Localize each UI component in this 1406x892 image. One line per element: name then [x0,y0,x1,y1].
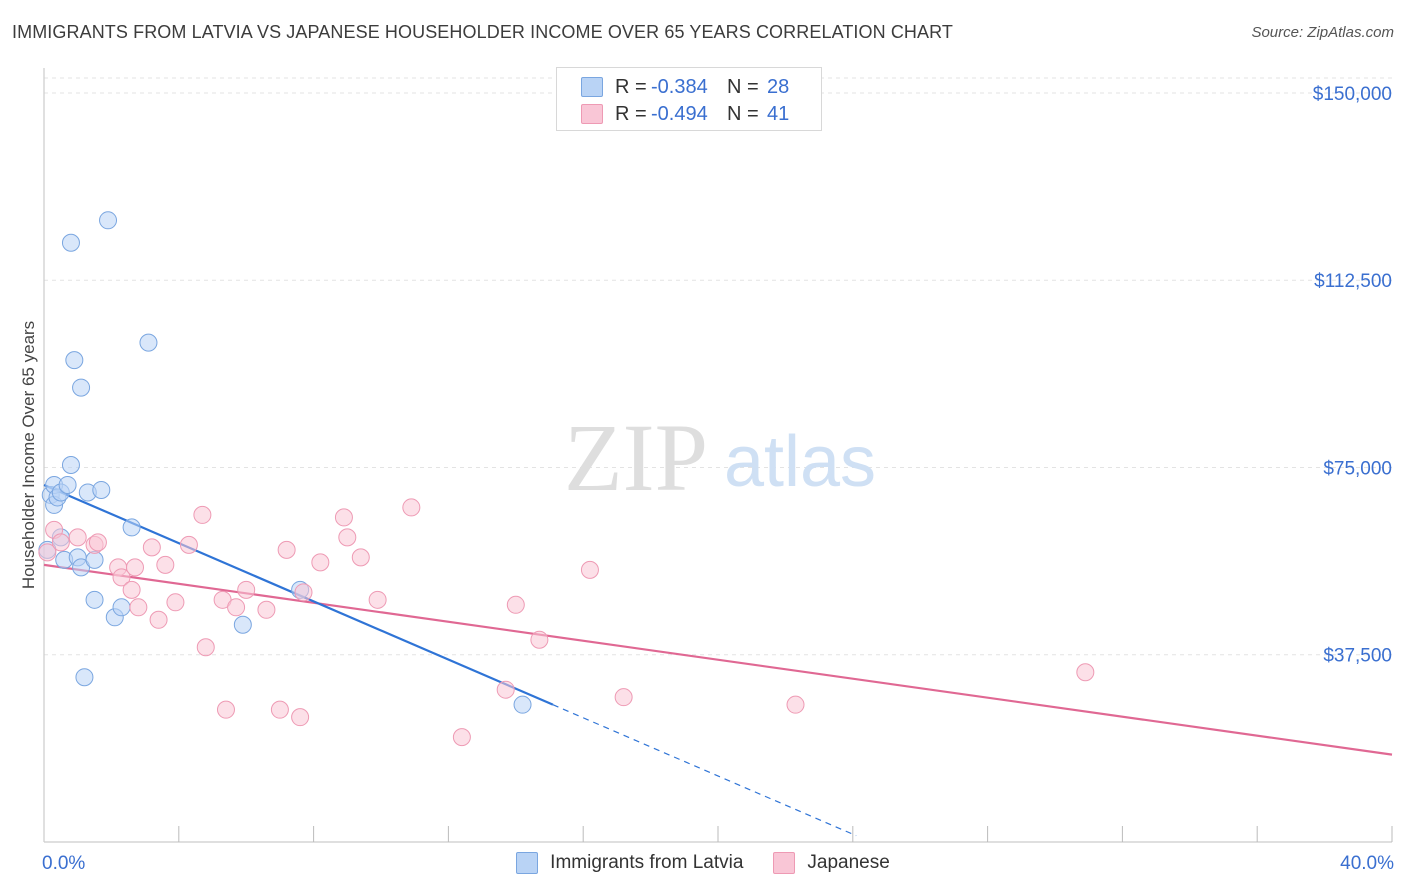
r-label: R = [615,75,647,98]
legend-row-latvia: R = -0.384 N = 28 [581,74,789,100]
source-label: Source: ZipAtlas.com [1251,24,1394,41]
japanese-point [193,505,212,524]
latvia-point [85,550,104,569]
latvia-point [65,351,84,370]
latvia-point [61,233,80,252]
japanese-point [142,538,161,557]
n-label: N = [727,75,759,98]
x-tick-label: 0.0% [42,853,85,874]
legend-item-latvia[interactable]: Immigrants from Latvia [516,852,743,874]
japanese-point [368,590,387,609]
watermark-zip: ZIP [564,404,708,511]
latvia-swatch [581,77,603,97]
y-tick-label: $150,000 [1313,84,1392,105]
japanese-legend-label: Japanese [807,852,890,873]
japanese-point [334,508,353,527]
japanese-point [311,553,330,572]
japanese-point [125,558,144,577]
latvia-point [58,475,77,494]
japanese-point [291,708,310,727]
r-label: R = [615,102,647,125]
latvia-legend-swatch [516,852,539,874]
latvia-legend-label: Immigrants from Latvia [550,852,744,873]
japanese-point [1076,663,1095,682]
japanese-point [338,528,357,547]
japanese-point [580,560,599,579]
y-axis-label: Householder Income Over 65 years [19,321,38,589]
japanese-point [179,535,198,554]
japanese-point [122,580,141,599]
japanese-point [614,688,633,707]
latvia-point [75,668,94,687]
japanese-point [270,700,289,719]
y-tick-label: $75,000 [1323,458,1392,479]
japanese-point [530,630,549,649]
japanese-point [112,568,131,587]
y-tick-label: $37,500 [1323,646,1392,667]
latvia-point [85,590,104,609]
latvia-point [61,455,80,474]
latvia-point [99,211,118,230]
japanese-point [38,543,57,562]
legend-item-japanese[interactable]: Japanese [773,852,890,874]
correlation-legend: R = -0.384 N = 28 R = -0.494 N = 41 [556,67,822,131]
japanese-point [166,593,185,612]
r-value: -0.494 [651,102,708,125]
r-value: -0.384 [651,75,708,98]
japanese-point [237,580,256,599]
y-tick-label: $112,500 [1314,271,1392,292]
japanese-point [351,548,370,567]
legend-row-japanese: R = -0.494 N = 41 [581,101,789,127]
latvia-point [139,333,158,352]
latvia-point [112,598,131,617]
japanese-point [257,600,276,619]
japanese-point [88,533,107,552]
japanese-legend-swatch [773,852,796,874]
latvia-point [233,615,252,634]
watermark-atlas: atlas [724,422,876,502]
japanese-point [496,680,515,699]
japanese-point [506,595,525,614]
japanese-point [277,540,296,559]
japanese-point [786,695,805,714]
japanese-point [149,610,168,629]
japanese-trend-line [43,563,1393,756]
japanese-point [68,528,87,547]
n-value: 41 [767,102,790,125]
japanese-point [129,598,148,617]
japanese-point [156,555,175,574]
n-value: 28 [767,75,790,98]
chart-title: IMMIGRANTS FROM LATVIA VS JAPANESE HOUSE… [12,22,954,42]
latvia-point [72,378,91,397]
japanese-point [216,700,235,719]
japanese-point [51,533,70,552]
japanese-point [294,583,313,602]
latvia-point [513,695,532,714]
latvia-point [122,518,141,537]
japanese-point [227,598,246,617]
n-label: N = [727,102,759,125]
japanese-point [196,638,215,657]
latvia-point [92,480,111,499]
japanese-point [402,498,421,517]
latvia-trend-extension [552,704,857,837]
series-legend: Immigrants from Latvia Japanese [0,852,1406,874]
japanese-point [452,728,471,747]
x-tick-label: 40.0% [1340,853,1394,874]
japanese-swatch [581,104,603,124]
